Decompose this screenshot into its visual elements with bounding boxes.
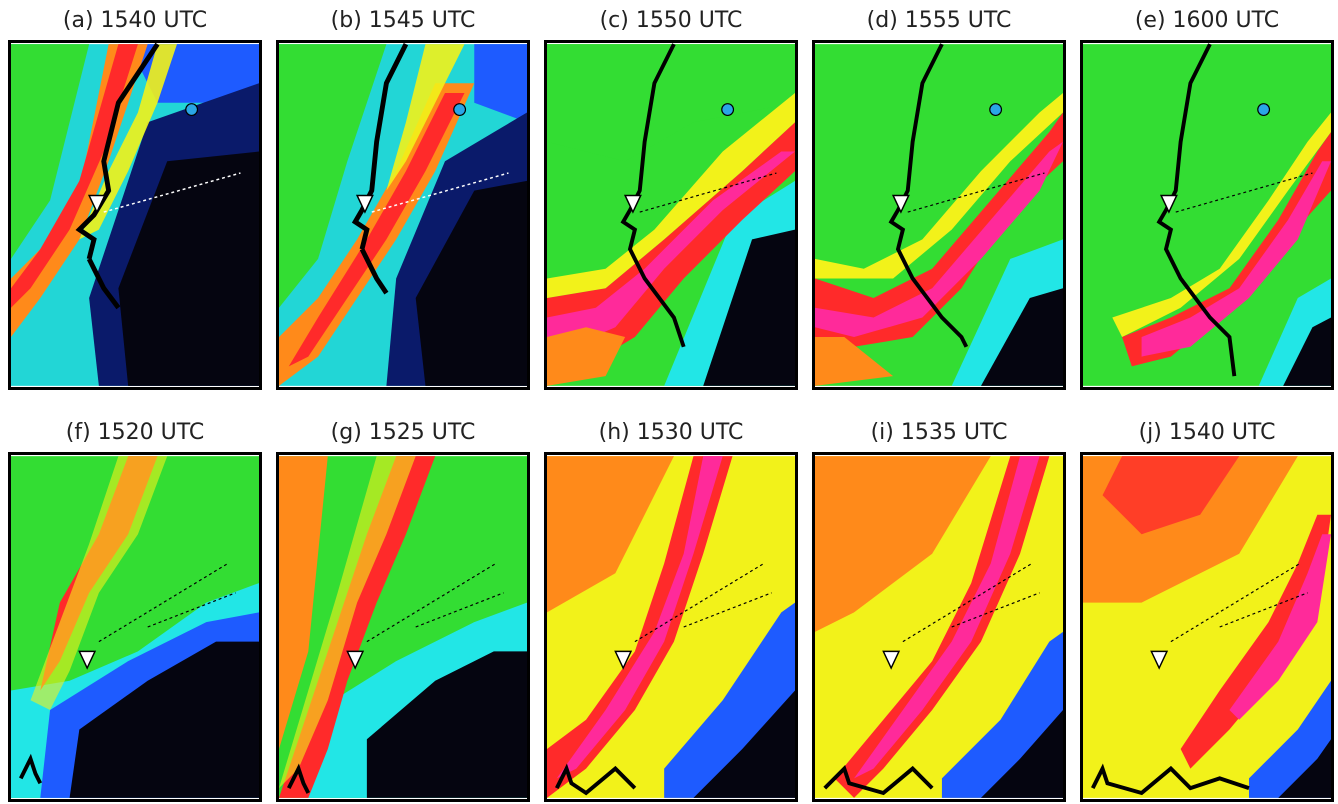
panel-title-h: (h) 1530 UTC xyxy=(598,420,744,445)
radar-field-a xyxy=(11,43,259,386)
panel-title-i: (i) 1535 UTC xyxy=(870,420,1008,445)
radar-field-b xyxy=(279,43,527,386)
radar-image-j xyxy=(1080,452,1334,802)
radar-image-d xyxy=(812,40,1066,390)
radar-field-j xyxy=(1083,456,1331,798)
radar-field-f xyxy=(11,456,259,798)
panel-h: (h) 1530 UTC xyxy=(544,412,798,804)
panel-b: (b) 1545 UTC xyxy=(276,0,530,392)
panel-e: (e) 1600 UTC xyxy=(1080,0,1334,392)
radar-field-i xyxy=(815,456,1063,798)
radar-image-g xyxy=(276,452,530,802)
radar-field-c xyxy=(547,43,795,386)
radar-image-f xyxy=(8,452,262,802)
panel-title-f: (f) 1520 UTC xyxy=(65,420,205,445)
radar-field-d xyxy=(815,43,1063,386)
radar-image-h xyxy=(544,452,798,802)
panel-title-j: (j) 1540 UTC xyxy=(1138,420,1276,445)
radar-field-h xyxy=(547,456,795,798)
panel-d: (d) 1555 UTC xyxy=(812,0,1066,392)
radar-image-c xyxy=(544,40,798,390)
radar-field-g xyxy=(279,456,527,798)
panel-title-g: (g) 1525 UTC xyxy=(330,420,476,445)
radar-image-e xyxy=(1080,40,1334,390)
panel-title-a: (a) 1540 UTC xyxy=(62,8,208,33)
panel-title-c: (c) 1550 UTC xyxy=(599,8,743,33)
panel-i: (i) 1535 UTC xyxy=(812,412,1066,804)
panel-title-d: (d) 1555 UTC xyxy=(866,8,1012,33)
panel-g: (g) 1525 UTC xyxy=(276,412,530,804)
panel-c: (c) 1550 UTC xyxy=(544,0,798,392)
radar-image-i xyxy=(812,452,1066,802)
radar-field-e xyxy=(1083,43,1331,386)
panel-title-e: (e) 1600 UTC xyxy=(1134,8,1280,33)
panel-a: (a) 1540 UTC xyxy=(8,0,262,392)
panel-title-b: (b) 1545 UTC xyxy=(330,8,476,33)
panel-j: (j) 1540 UTC xyxy=(1080,412,1334,804)
panel-f: (f) 1520 UTC xyxy=(8,412,262,804)
radar-image-a xyxy=(8,40,262,390)
radar-image-b xyxy=(276,40,530,390)
